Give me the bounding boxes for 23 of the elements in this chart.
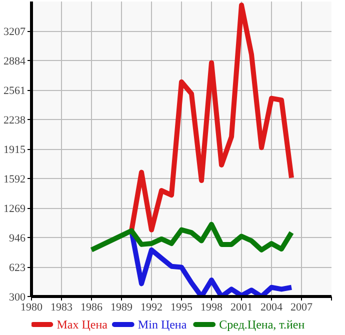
y-tick-label: 2884 [4,56,26,68]
x-tick-label: 1989 [110,302,133,314]
x-tick-label: 1983 [50,302,73,314]
x-tick-label: 1992 [140,302,162,314]
legend-label: Сред.Цена, т.йен [219,318,306,332]
y-tick-label: 300 [9,292,26,304]
y-tick-label: 2238 [4,114,26,126]
y-tick-label: 946 [9,232,26,244]
y-tick-label: 1915 [4,144,26,156]
y-tick-label: 2561 [4,85,26,97]
x-tick-label: 1998 [200,302,223,314]
y-tick-label: 623 [9,262,26,274]
legend-label: Min Цена [138,318,188,332]
x-tick-label: 2001 [230,302,252,314]
x-tick-label: 1986 [80,302,103,314]
y-tick-label: 3207 [4,26,26,38]
x-tick-label: 2004 [260,302,283,314]
x-tick-label: 1995 [170,302,193,314]
x-tick-label: 1980 [20,302,43,314]
y-tick-label: 1269 [4,203,26,215]
legend-label: Max Цена [56,318,108,332]
x-tick-label: 2007 [290,302,313,314]
y-tick-label: 1592 [4,174,26,186]
